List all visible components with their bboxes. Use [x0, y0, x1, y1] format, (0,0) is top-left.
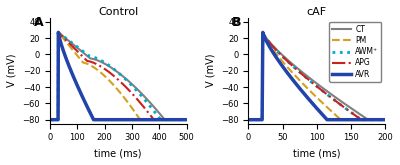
CT: [246, 119, 251, 121]
APG: [246, 119, 251, 121]
X-axis label: time (ms): time (ms): [293, 148, 340, 158]
CT: [260, 31, 265, 33]
Legend: CT, PM, AWM⁺, APG, AVR: CT, PM, AWM⁺, APG, AVR: [329, 22, 381, 82]
PM: [315, 97, 320, 99]
AVR: [296, 85, 300, 87]
PM: [321, 103, 326, 105]
Line: PM: PM: [248, 32, 385, 120]
APG: [260, 31, 265, 33]
CT: [296, 68, 300, 70]
AWM⁺: [246, 119, 251, 121]
PM: [264, 39, 269, 41]
Text: B: B: [232, 16, 242, 29]
Line: APG: APG: [248, 32, 385, 120]
Y-axis label: V (mV): V (mV): [7, 54, 17, 87]
AVR: [334, 119, 338, 121]
AVR: [264, 40, 269, 42]
APG: [383, 119, 388, 121]
AVR: [321, 115, 326, 117]
Title: cAF: cAF: [307, 7, 327, 17]
CT: [334, 97, 338, 99]
PM: [296, 78, 300, 80]
PM: [346, 119, 351, 121]
CT: [383, 119, 388, 121]
Y-axis label: V (mV): V (mV): [206, 54, 216, 87]
X-axis label: time (ms): time (ms): [94, 148, 142, 158]
APG: [321, 91, 326, 93]
PM: [246, 119, 251, 121]
AWM⁺: [334, 100, 338, 102]
AWM⁺: [346, 110, 351, 112]
AVR: [246, 119, 251, 121]
Line: AWM⁺: AWM⁺: [248, 32, 385, 120]
APG: [346, 110, 351, 112]
APG: [315, 86, 320, 88]
PM: [383, 119, 388, 121]
CT: [346, 106, 351, 108]
APG: [264, 38, 269, 40]
PM: [334, 114, 338, 116]
AWM⁺: [315, 86, 320, 88]
AVR: [315, 108, 320, 110]
Title: Control: Control: [98, 7, 138, 17]
PM: [260, 31, 265, 33]
AWM⁺: [264, 38, 269, 40]
APG: [334, 100, 338, 102]
AWM⁺: [260, 31, 265, 33]
AWM⁺: [383, 119, 388, 121]
AVR: [260, 31, 265, 33]
CT: [315, 83, 320, 85]
AVR: [346, 119, 351, 121]
AWM⁺: [321, 91, 326, 93]
AVR: [383, 119, 388, 121]
CT: [321, 88, 326, 90]
APG: [296, 70, 300, 72]
AWM⁺: [296, 70, 300, 72]
CT: [264, 37, 269, 39]
Line: CT: CT: [248, 32, 385, 120]
Text: A: A: [34, 16, 43, 29]
Line: AVR: AVR: [248, 32, 385, 120]
